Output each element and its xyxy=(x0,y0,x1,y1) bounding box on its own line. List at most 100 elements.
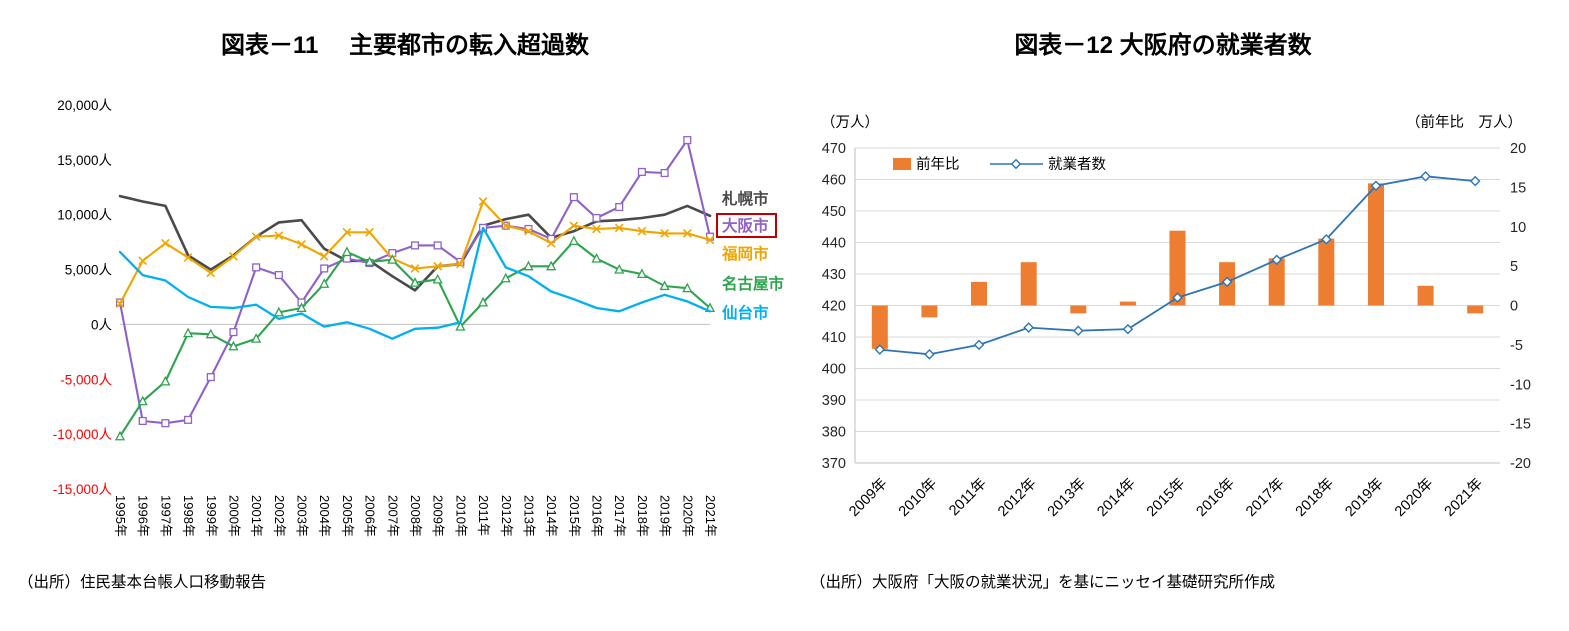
left-axis-tick-label: 440 xyxy=(822,236,846,252)
x-axis-tick-label: 2008年 xyxy=(408,495,423,537)
x-axis-tick-label: 2006年 xyxy=(363,495,378,537)
left-axis-tick-label: 380 xyxy=(822,425,846,441)
x-axis-tick-label: 2018年 xyxy=(635,495,650,537)
marker-diamond xyxy=(1122,323,1134,335)
x-axis-tick-label: 1999年 xyxy=(204,495,219,537)
marker-square xyxy=(206,373,215,382)
marker-x xyxy=(274,231,284,240)
x-axis-tick-label: 2016年 xyxy=(1193,475,1238,520)
x-axis-tick-label: 2009年 xyxy=(431,495,446,537)
marker-x xyxy=(569,221,579,231)
series-line xyxy=(118,226,712,340)
legend-label-仙台市: 仙台市 xyxy=(722,303,769,322)
y-axis-tick-label: -15,000人 xyxy=(53,482,113,497)
figure-12-chart: 図表－12 大阪府の就業者数 370 380 390 400 410 420 430 440 4… xyxy=(810,31,1531,591)
marker-x xyxy=(183,253,193,262)
right-axis-unit-label: （前年比 万人） xyxy=(1406,114,1522,131)
left-axis-tick-label: 410 xyxy=(822,330,846,346)
marker-diamond xyxy=(973,339,985,351)
bar-2013年 xyxy=(1070,305,1087,314)
marker-triangle xyxy=(478,296,489,307)
marker-triangle xyxy=(296,302,307,313)
x-axis-tick-label: 2012年 xyxy=(994,475,1039,520)
marker-square xyxy=(184,415,193,424)
marker-square xyxy=(433,241,442,250)
marker-diamond xyxy=(1221,276,1233,288)
right-axis-tick-label: -5 xyxy=(1510,338,1523,354)
marker-triangle xyxy=(523,260,534,271)
marker-x xyxy=(161,238,170,248)
marker-triangle xyxy=(319,278,330,288)
bar-2021年 xyxy=(1467,305,1484,314)
bar-2014年 xyxy=(1119,301,1136,306)
marker-x xyxy=(524,226,533,236)
right-axis-tick-label: -15 xyxy=(1510,417,1531,433)
right-axis-tick-label: 0 xyxy=(1510,299,1518,315)
marker-diamond xyxy=(1072,325,1084,336)
x-axis-tick-label: 2005年 xyxy=(340,495,355,537)
x-axis-tick-label: 2017年 xyxy=(612,495,627,537)
left-axis-tick-label: 400 xyxy=(822,362,846,378)
x-axis-tick-label: 2019年 xyxy=(658,495,673,537)
x-axis-tick-label: 2020年 xyxy=(1391,475,1436,520)
y-axis-tick-label: 20,000人 xyxy=(57,98,112,113)
x-axis-tick-label: 2018年 xyxy=(1292,475,1337,520)
marker-square xyxy=(274,271,283,280)
marker-square xyxy=(320,264,329,273)
marker-x xyxy=(546,238,556,248)
marker-x xyxy=(660,229,669,238)
marker-triangle xyxy=(659,280,670,291)
left-axis-tick-label: 370 xyxy=(822,456,846,472)
figure-12-plot: 370 380 390 400 410 420 430 440 450 460 470 20 15 10 5… xyxy=(821,114,1531,520)
bar-2019年 xyxy=(1368,183,1384,306)
y-axis-tick-label: 10,000人 xyxy=(57,208,112,223)
legend-label-名古屋市: 名古屋市 xyxy=(722,274,785,293)
right-axis-tick-label: -20 xyxy=(1510,456,1531,472)
bar-2020年 xyxy=(1417,285,1434,306)
left-axis-tick-label: 420 xyxy=(822,299,846,315)
marker-x xyxy=(319,252,329,261)
marker-triangle xyxy=(682,282,693,293)
marker-diamond xyxy=(1321,234,1332,245)
right-axis-tick-label: 15 xyxy=(1510,180,1526,196)
left-axis-tick-label: 390 xyxy=(822,393,846,409)
marker-diamond xyxy=(1469,175,1481,187)
y-axis-tick-label: -5,000人 xyxy=(60,372,112,387)
x-axis-tick-label: 2011年 xyxy=(946,475,990,519)
legend-label-札幌市: 札幌市 xyxy=(721,189,769,208)
x-axis-tick-label: 1997年 xyxy=(158,495,173,537)
marker-triangle xyxy=(500,272,511,283)
y-axis-tick-label: 15,000人 xyxy=(57,153,112,168)
right-axis-tick-label: 5 xyxy=(1510,259,1518,275)
x-axis-tick-label: 2015年 xyxy=(1143,475,1188,520)
x-axis-tick-label: 2016年 xyxy=(590,495,605,537)
y-axis-tick-label: 5,000人 xyxy=(65,263,113,278)
marker-diamond xyxy=(1172,292,1183,303)
marker-triangle xyxy=(636,268,647,279)
marker-x xyxy=(229,252,238,261)
marker-triangle xyxy=(568,235,579,246)
marker-triangle xyxy=(432,273,443,284)
x-axis-tick-label: 2011年 xyxy=(476,495,491,536)
marker-diamond xyxy=(1010,158,1022,170)
x-axis-tick-label: 2004年 xyxy=(317,495,332,537)
x-axis-tick-label: 2010年 xyxy=(453,495,468,537)
marker-x xyxy=(206,268,216,278)
bar-2018年 xyxy=(1318,238,1335,306)
left-axis-tick-label: 450 xyxy=(822,204,846,220)
figure-12-title: 図表－12 大阪府の就業者数 xyxy=(1014,31,1312,59)
x-axis-tick-label: 2021年 xyxy=(1441,475,1486,520)
marker-x xyxy=(138,256,148,266)
left-axis-tick-label: 460 xyxy=(822,173,846,189)
series-名古屋市 xyxy=(114,235,716,441)
x-axis-tick-label: 2010年 xyxy=(895,475,940,520)
marker-square xyxy=(683,136,692,145)
legend-label-福岡市: 福岡市 xyxy=(721,244,769,263)
figure-11-plot: 20,000人 15,000人 10,000人 5,000人 0人 -5,000人 -10,… xyxy=(53,98,785,537)
marker-x xyxy=(410,264,420,273)
marker-diamond xyxy=(874,344,886,355)
marker-x xyxy=(705,235,715,245)
x-axis-tick-label: 2012年 xyxy=(499,495,514,537)
legend-label-line: 就業者数 xyxy=(1048,156,1106,173)
x-axis-tick-label: 1996年 xyxy=(136,495,151,537)
